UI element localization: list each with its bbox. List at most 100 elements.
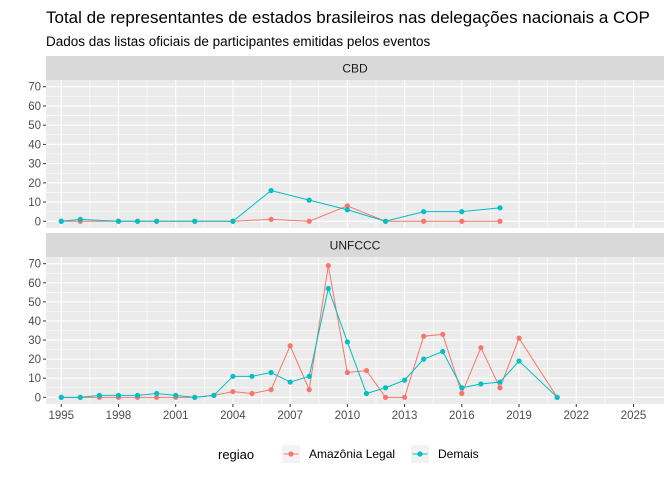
x-tick-label: 2004	[220, 410, 246, 422]
data-point	[268, 187, 274, 194]
data-point	[306, 373, 312, 379]
series-line	[61, 286, 558, 398]
y-tick-label: 10	[28, 197, 41, 209]
x-tick-label: 2013	[392, 410, 418, 422]
legend-item: Demais	[411, 445, 479, 463]
data-point	[211, 392, 217, 399]
data-point	[325, 262, 331, 269]
data-point	[154, 218, 160, 224]
data-point	[268, 369, 274, 376]
facet-strip-label: UNFCCC	[330, 239, 381, 253]
y-tick-label: 30	[28, 335, 41, 347]
series-demais	[58, 187, 503, 224]
data-point	[173, 392, 179, 399]
y-tick-label: 70	[28, 259, 41, 271]
data-point	[268, 387, 274, 393]
data-point	[440, 331, 446, 337]
data-point	[249, 390, 255, 397]
data-point	[497, 379, 503, 385]
data-point	[192, 394, 198, 400]
series-demais	[58, 285, 560, 400]
data-point	[497, 385, 503, 391]
y-tick-label: 0	[35, 392, 41, 404]
data-point	[497, 205, 503, 211]
data-point	[344, 207, 350, 213]
data-point	[115, 218, 122, 224]
x-tick-label: 1998	[106, 410, 132, 422]
legend-label: Demais	[438, 447, 479, 461]
series-line	[61, 189, 501, 222]
data-point	[421, 209, 427, 215]
data-point	[382, 394, 389, 400]
y-tick-label: 10	[28, 373, 41, 385]
data-point	[306, 218, 312, 224]
data-point	[77, 394, 83, 400]
data-point	[478, 345, 484, 351]
chart-title: Total de representantes de estados brasi…	[46, 8, 650, 27]
facet-panel-cbd: CBD 0 10 20 30 40 50 60 70	[28, 56, 664, 228]
data-point	[344, 339, 350, 345]
y-tick-label: 30	[28, 159, 41, 171]
facet-panels: CBD 0 10 20 30 40 50 60 70 UNFCCC 0 10 20 30 40 50 60 70	[28, 56, 664, 404]
data-point	[134, 392, 141, 399]
data-point	[154, 390, 160, 397]
data-point	[230, 388, 236, 395]
facet-strip-label: CBD	[342, 62, 368, 76]
data-point	[516, 358, 522, 364]
data-point	[134, 218, 141, 224]
data-point	[401, 377, 408, 383]
data-point	[421, 356, 427, 362]
data-point	[287, 343, 293, 349]
data-point	[401, 394, 408, 400]
y-tick-label: 0	[35, 216, 41, 228]
data-point	[96, 392, 103, 399]
data-point	[77, 216, 83, 222]
data-point	[344, 369, 350, 376]
x-tick-label: 2016	[449, 410, 475, 422]
y-tick-label: 60	[28, 278, 41, 290]
chart-subtitle: Dados das listas oficiais de participant…	[46, 34, 430, 49]
data-point	[382, 385, 389, 391]
data-point	[154, 394, 160, 400]
series-line	[61, 265, 558, 398]
data-point	[459, 390, 465, 397]
data-point	[478, 381, 484, 387]
x-tick-label: 2022	[563, 410, 589, 422]
facet-panel-unfccc: UNFCCC 0 10 20 30 40 50 60 70	[28, 233, 664, 404]
y-tick-label: 50	[28, 120, 41, 132]
data-point	[325, 285, 331, 292]
data-point	[459, 385, 465, 391]
data-point	[306, 387, 312, 393]
data-point	[230, 373, 236, 379]
data-point	[230, 218, 236, 224]
x-tick-label: 1995	[48, 410, 74, 422]
y-tick-label: 50	[28, 297, 41, 309]
y-tick-label: 70	[28, 82, 41, 94]
data-point	[58, 394, 64, 400]
x-tick-label: 2025	[621, 410, 647, 422]
x-tick-label: 2001	[163, 410, 189, 422]
data-point	[306, 197, 312, 203]
legend-title: regiao	[218, 447, 254, 462]
data-point	[421, 333, 427, 339]
facet-strip	[46, 233, 664, 257]
y-tick-label: 40	[28, 316, 41, 328]
legend-label: Amazônia Legal	[309, 447, 395, 461]
data-point	[287, 379, 293, 385]
y-tick-label: 60	[28, 101, 41, 113]
data-point	[192, 218, 198, 224]
data-point	[382, 218, 389, 224]
legend: regiao Amazônia Legal Demais	[218, 445, 479, 463]
x-tick-label: 2007	[277, 410, 303, 422]
data-point	[115, 392, 122, 399]
legend-key-point	[288, 451, 294, 457]
data-point	[58, 218, 64, 224]
y-tick-label: 20	[28, 354, 41, 366]
data-point	[344, 203, 350, 209]
data-point	[516, 335, 522, 341]
data-point	[249, 373, 255, 379]
data-point	[421, 218, 427, 224]
data-point	[497, 218, 503, 224]
data-point	[363, 390, 370, 397]
